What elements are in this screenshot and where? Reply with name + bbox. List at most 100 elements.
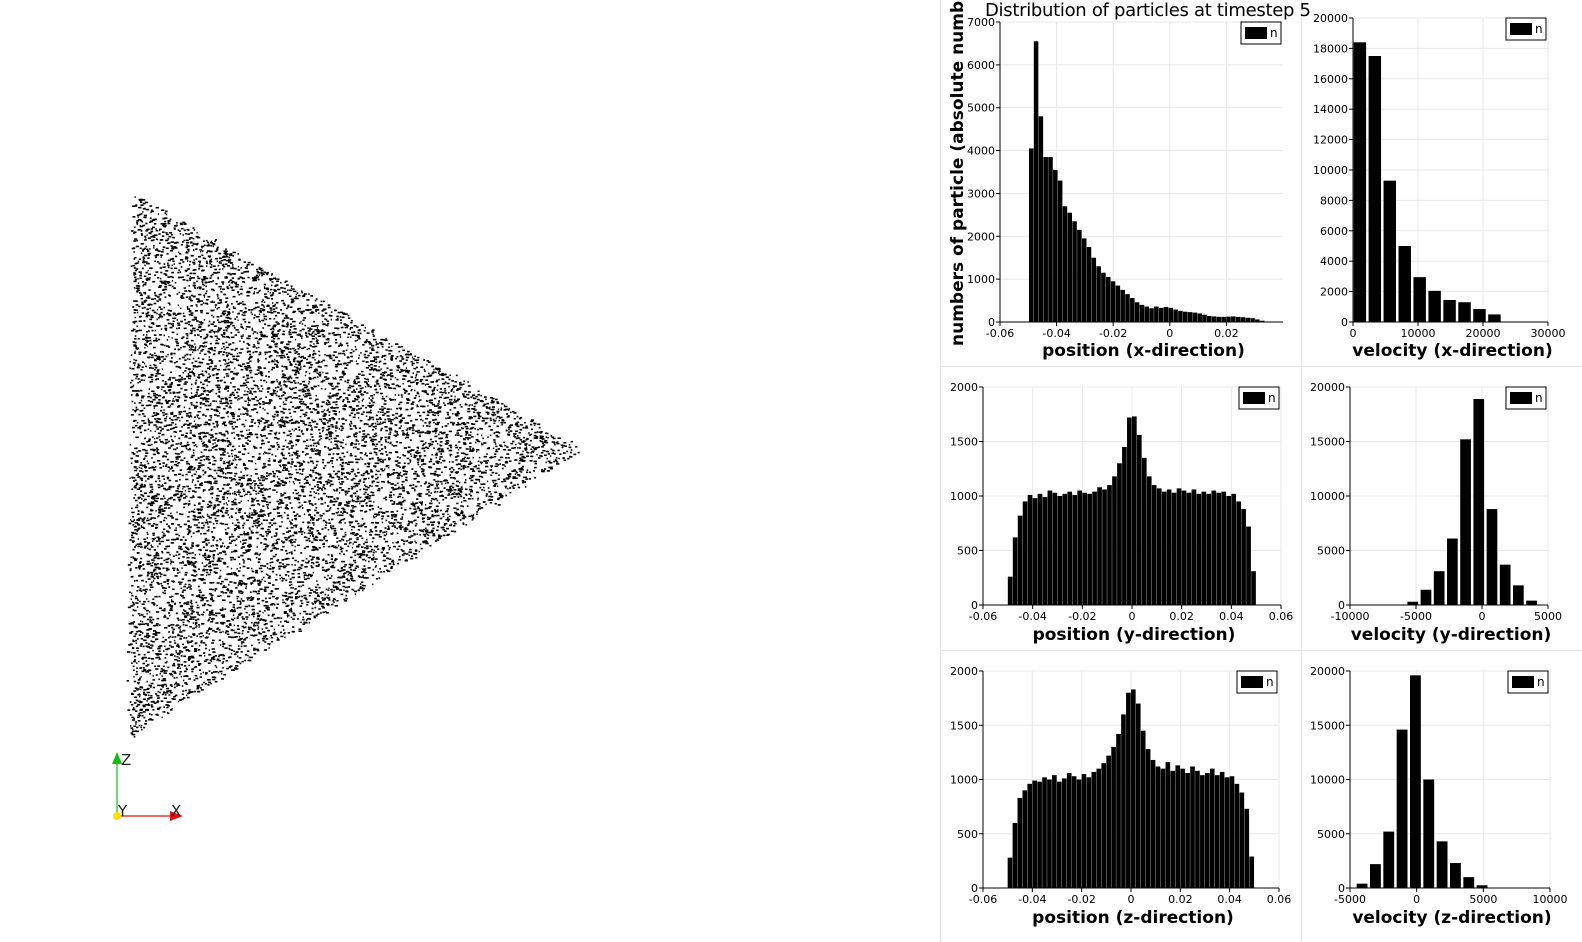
x-tick-label: -0.04 (1018, 610, 1046, 623)
y-tick-label: 1000 (950, 490, 978, 503)
histogram-bar (1062, 493, 1068, 605)
histogram-bar (1072, 494, 1078, 605)
histogram-bar (1205, 772, 1210, 888)
histogram-bar (1186, 492, 1192, 605)
y-tick-label: 15000 (1310, 719, 1345, 732)
histogram-bar (1096, 768, 1102, 888)
histogram-bar (1450, 863, 1461, 888)
histogram-bar (1226, 316, 1231, 322)
y-tick-label: 16000 (1313, 73, 1348, 86)
histogram-bar (1117, 463, 1122, 605)
histogram-bar (1221, 316, 1226, 322)
histogram-bar (1370, 864, 1381, 888)
histogram-1: -0.06 -0.04 -0.02 0 0.02 0 1000 2000 3000 4000 500… (967, 16, 1283, 361)
legend-label: n (1266, 675, 1274, 689)
histogram-bar (1423, 779, 1435, 888)
legend-swatch (1510, 392, 1532, 404)
y-tick-label: 6000 (967, 59, 995, 72)
histogram-bar (1176, 488, 1182, 605)
histogram-bar (1134, 302, 1140, 322)
histogram-6: -5000 0 5000 1000005000100001500020000veloc… (1310, 665, 1568, 928)
y-tick-label: 20000 (1310, 665, 1345, 678)
histogram-bar (1145, 749, 1151, 888)
histogram-bar (1107, 485, 1112, 605)
y-tick-label: 2000 (950, 665, 978, 678)
legend: n (1240, 21, 1282, 45)
histogram-bar (1042, 777, 1047, 888)
histogram-bar (1383, 831, 1395, 888)
x-tick-label: 10000 (1533, 893, 1568, 906)
histogram-bar (1091, 257, 1097, 322)
histogram-bar (1170, 770, 1176, 888)
histogram-bar (1214, 775, 1220, 888)
y-tick-label: 1000 (950, 774, 978, 787)
histogram-bar (1092, 491, 1097, 605)
histogram-bar (1410, 675, 1421, 888)
x-tick-label: 10000 (1401, 327, 1436, 340)
histogram-bar (1447, 538, 1458, 605)
panel-separator (940, 366, 1582, 367)
x-tick-label: -5000 (1400, 610, 1432, 623)
histogram-bar (1110, 281, 1116, 322)
histogram-bar (1112, 476, 1117, 605)
histogram-bar (1135, 703, 1141, 888)
y-axis-marker (113, 812, 121, 820)
histogram-bar (1216, 316, 1222, 322)
histogram-bar (1221, 491, 1227, 605)
histogram-bar (1201, 491, 1207, 605)
histogram-bar (1413, 277, 1426, 322)
histogram-4: -10000 -5000 0 5000 0 5000 10000 15000 20000 velo… (1310, 381, 1562, 645)
histogram-bar (1125, 294, 1130, 322)
x-axis-arrowhead (170, 811, 183, 821)
histogram-bar (1067, 491, 1073, 605)
histogram-bar (1012, 822, 1018, 888)
histogram-bar (1066, 772, 1072, 888)
particle-cloud (126, 196, 580, 738)
legend-swatch (1245, 27, 1267, 39)
3d-viewport[interactable]: Z Y X (0, 0, 940, 942)
histogram-bar (1209, 768, 1215, 888)
histogram-bar (1087, 493, 1092, 605)
histogram-bar (1181, 490, 1187, 605)
y-tick-label: 2000 (950, 381, 978, 394)
y-tick-label: 0 (1338, 882, 1345, 895)
legend-label: n (1537, 675, 1545, 689)
histogram-bar (1144, 306, 1149, 322)
x-axis-title: velocity (z-direction) (1352, 908, 1551, 928)
y-tick-label: 1500 (950, 436, 978, 449)
histogram-bar (1151, 485, 1157, 605)
histogram-bar (1053, 169, 1058, 322)
histogram-bar (1077, 490, 1083, 605)
histogram-bar (1033, 41, 1039, 323)
histogram-bar (1433, 571, 1445, 605)
y-tick-label: 2000 (1320, 286, 1348, 299)
histogram-bar (1231, 316, 1236, 322)
histogram-bar (1251, 571, 1256, 605)
histogram-3: -0.06 -0.04 -0.02 0 0.02 0.04 0.06 0 500 1000 1500… (950, 381, 1293, 645)
histogram-bar (1171, 492, 1177, 605)
y-tick-label: 1000 (967, 273, 995, 286)
x-tick-label: 0.02 (1214, 327, 1239, 340)
y-tick-label: 500 (957, 828, 978, 841)
histogram-bar (1219, 771, 1225, 888)
panel-separator (940, 650, 1582, 651)
histogram-bar (1150, 759, 1156, 888)
y-axis-title: numbers of particle (absolute numbers) (948, 0, 968, 346)
histogram-bar (1012, 537, 1018, 605)
histogram-bar (1165, 762, 1171, 888)
histogram-bar (1057, 180, 1063, 322)
x-tick-label: 0.02 (1169, 610, 1194, 623)
panel-separator (1301, 0, 1302, 942)
histogram-bar (1420, 589, 1432, 605)
x-tick-label: -0.04 (1018, 893, 1046, 906)
histogram-bar (1398, 246, 1411, 322)
x-tick-label: 0.04 (1217, 893, 1242, 906)
histogram-bar (1037, 493, 1043, 605)
histogram-bar (1132, 416, 1137, 605)
histogram-bar (1473, 309, 1486, 322)
histogram-bar (1476, 885, 1488, 888)
y-tick-label: 3000 (967, 187, 995, 200)
y-tick-label: 10000 (1313, 164, 1348, 177)
z-axis-label: Z (121, 751, 131, 769)
x-axis-title: position (z-direction) (1032, 908, 1234, 928)
